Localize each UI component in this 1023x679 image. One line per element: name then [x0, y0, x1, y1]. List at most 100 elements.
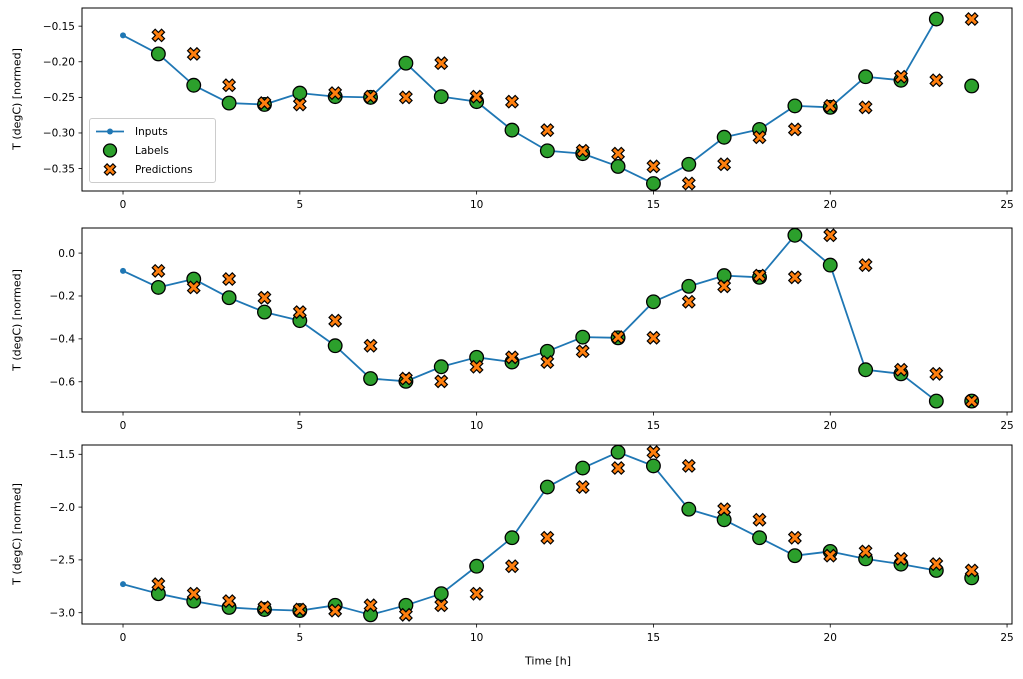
- prediction-marker: [398, 90, 413, 105]
- prediction-marker: [929, 366, 944, 381]
- x-tick-label: 20: [824, 199, 837, 211]
- x-tick-label: 10: [470, 199, 483, 211]
- x-tick-label: 5: [296, 420, 303, 432]
- prediction-marker: [858, 100, 873, 115]
- prediction-marker: [328, 313, 343, 328]
- prediction-marker: [363, 89, 378, 104]
- y-tick-label: −0.15: [43, 21, 75, 33]
- labels-series-2: [150, 227, 980, 409]
- x-tick-label: 25: [1000, 199, 1013, 211]
- label-marker: [964, 78, 980, 94]
- label-marker: [858, 69, 874, 85]
- inputs-series-2: [120, 232, 940, 405]
- prediction-marker: [504, 559, 519, 574]
- x-tick-label: 15: [647, 632, 660, 644]
- label-marker: [221, 95, 237, 111]
- prediction-marker: [151, 28, 166, 43]
- label-marker: [504, 122, 520, 138]
- label-marker: [539, 343, 555, 359]
- y-axis-label-middle: T (degC) [normed]: [10, 269, 24, 371]
- y-tick-label: −3.0: [50, 607, 76, 619]
- legend: Inputs Labels Predictions: [89, 118, 216, 183]
- inputs-series-3: [120, 449, 940, 618]
- label-marker: [292, 85, 308, 101]
- prediction-marker: [823, 228, 838, 243]
- y-tick-label: 0.0: [58, 248, 75, 260]
- prediction-marker: [186, 280, 201, 295]
- y-ticks-2: 0.0 −0.2 −0.4 −0.6: [50, 248, 82, 388]
- label-marker: [645, 176, 661, 191]
- prediction-marker: [186, 46, 201, 61]
- input-point-marker: [120, 267, 127, 274]
- label-marker: [221, 290, 237, 306]
- label-marker: [787, 98, 803, 114]
- label-marker: [928, 11, 944, 27]
- prediction-marker: [398, 371, 413, 386]
- label-marker: [433, 586, 449, 602]
- prediction-marker: [469, 89, 484, 104]
- y-tick-label: −2.0: [50, 502, 76, 514]
- legend-label-labels: Labels: [135, 144, 169, 157]
- y-tick-label: −0.6: [50, 376, 76, 388]
- prediction-marker: [823, 98, 838, 113]
- legend-item-predictions: Predictions: [95, 160, 215, 179]
- label-marker: [787, 227, 803, 243]
- y-tick-label: −0.4: [50, 334, 76, 346]
- x-tick-label: 20: [824, 632, 837, 644]
- x-ticks-2: 0 5 10 15 20 25: [120, 412, 1014, 432]
- label-marker: [433, 359, 449, 375]
- prediction-marker: [611, 461, 626, 476]
- label-marker: [504, 530, 520, 546]
- x-tick-label: 0: [120, 199, 127, 211]
- prediction-marker: [893, 362, 908, 377]
- prediction-marker: [681, 458, 696, 473]
- prediction-marker: [787, 530, 802, 545]
- label-marker: [469, 558, 485, 574]
- axes-spines-1: [81, 7, 1013, 192]
- label-marker: [858, 362, 874, 378]
- label-marker: [681, 156, 697, 172]
- prediction-marker: [575, 480, 590, 495]
- prediction-marker: [434, 56, 449, 71]
- input-point-marker: [120, 32, 127, 39]
- prediction-marker: [151, 263, 166, 278]
- predictions-series-3: [151, 445, 979, 622]
- x-tick-label: 10: [470, 420, 483, 432]
- prediction-marker: [292, 97, 307, 112]
- prediction-marker: [858, 258, 873, 273]
- y-tick-label: −0.20: [43, 56, 75, 68]
- label-marker: [539, 143, 555, 159]
- inputs-line: [122, 451, 937, 616]
- y-axis-label-top: T (degC) [normed]: [10, 48, 24, 150]
- prediction-marker: [717, 157, 732, 172]
- labels-series-3: [150, 444, 980, 623]
- prediction-marker: [646, 445, 661, 460]
- labels-circle-icon: [102, 143, 118, 158]
- x-tick-label: 15: [647, 420, 660, 432]
- prediction-marker: [222, 78, 237, 93]
- inputs-series-1: [120, 16, 940, 187]
- label-marker: [150, 279, 166, 295]
- label-marker: [752, 530, 767, 546]
- label-marker: [433, 89, 449, 105]
- prediction-marker: [575, 344, 590, 359]
- subplot-3: 0 5 10 15 20 25 −1.5 −2.0 −2.5 −3.0: [50, 444, 1014, 644]
- subplot-2: 0 5 10 15 20 25 0.0 −0.2 −0.4 −0.6: [50, 227, 1014, 432]
- prediction-marker: [398, 607, 413, 622]
- prediction-marker: [469, 359, 484, 374]
- prediction-marker: [575, 143, 590, 158]
- prediction-marker: [222, 272, 237, 287]
- y-ticks-1: −0.15 −0.20 −0.25 −0.30 −0.35: [43, 21, 82, 175]
- y-tick-label: −1.5: [50, 449, 76, 461]
- prediction-marker: [434, 374, 449, 389]
- x-tick-label: 25: [1000, 632, 1013, 644]
- inputs-line-icon: [96, 128, 124, 135]
- prediction-marker: [186, 586, 201, 601]
- label-marker: [610, 444, 626, 460]
- label-marker: [575, 460, 591, 476]
- prediction-marker: [328, 86, 343, 101]
- prediction-marker: [611, 330, 626, 345]
- y-axis-label-bottom: T (degC) [normed]: [10, 483, 24, 585]
- prediction-marker: [611, 146, 626, 161]
